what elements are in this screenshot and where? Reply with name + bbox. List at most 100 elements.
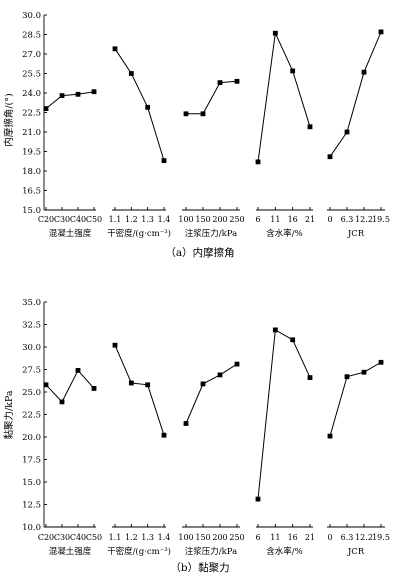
x-tick-label: 11	[270, 533, 280, 542]
data-point-marker	[59, 93, 65, 98]
x-tick-label: C50	[86, 215, 102, 224]
data-point-marker	[112, 342, 118, 348]
x-tick-label: 250	[229, 533, 244, 542]
y-tick-label: 19.5	[22, 148, 41, 158]
group-axis-title: 含水率/%	[266, 228, 302, 239]
data-point-marker	[255, 496, 261, 502]
x-tick-label: 100	[178, 215, 193, 224]
x-tick-label: 0	[327, 533, 332, 542]
group-axis-title: 注浆压力/kPa	[185, 228, 237, 239]
data-point-marker	[361, 69, 367, 75]
data-point-marker	[327, 154, 333, 160]
y-tick-label: 22.5	[22, 411, 41, 421]
y-axis-title: 黏聚力/kPa	[3, 390, 15, 439]
data-point-marker	[344, 374, 350, 380]
data-point-marker	[59, 399, 65, 405]
data-point-marker	[290, 68, 296, 74]
data-point-marker	[307, 124, 313, 130]
data-point-marker	[112, 46, 118, 52]
data-point-marker	[128, 71, 134, 76]
series-line	[186, 80, 238, 115]
series-line	[114, 48, 165, 161]
data-point-marker	[75, 91, 81, 97]
group-axis-title: JCR	[347, 229, 365, 239]
data-point-marker	[234, 78, 240, 84]
group-axis-title: JCR	[347, 547, 365, 557]
x-tick-label: 12.2	[355, 533, 373, 542]
x-tick-label: 6.3	[341, 215, 354, 224]
x-tick-label: 16	[288, 215, 298, 224]
x-tick-label: 11	[270, 215, 280, 224]
x-tick-label: 19.5	[372, 533, 390, 542]
data-point-marker	[183, 421, 189, 426]
y-tick-label: 30.0	[22, 11, 41, 21]
group-axis-title: 干密度/(g·cm⁻³)	[107, 228, 171, 239]
data-point-marker	[344, 129, 350, 135]
chart-caption: （b）黏聚力	[170, 561, 229, 574]
y-tick-label: 32.5	[22, 321, 41, 331]
x-tick-label: 1.1	[109, 533, 122, 542]
series-line	[114, 345, 165, 436]
data-point-marker	[91, 386, 97, 391]
chart-panel-friction-angle: 15.0 16.5 18.0 19.5 21.0 22.5 24.0 25.5 27.0 28.5…	[3, 11, 390, 259]
data-point-marker	[378, 359, 384, 365]
x-tick-label: 19.5	[372, 215, 390, 224]
data-point-marker	[255, 159, 261, 165]
data-point-marker	[145, 382, 151, 388]
data-point-marker	[200, 111, 206, 117]
y-tick-label: 18.0	[22, 167, 41, 177]
x-tick-label: 1.1	[109, 215, 122, 224]
chart-caption: （a）内摩擦角	[165, 246, 234, 259]
series-line	[329, 31, 382, 157]
y-tick-label: 27.0	[22, 50, 41, 60]
group-axis-title: 混凝土强度	[49, 546, 92, 557]
data-point-marker	[361, 369, 367, 375]
series-line	[45, 369, 95, 403]
x-tick-label: C40	[70, 215, 86, 224]
data-point-marker	[290, 337, 296, 343]
y-tick-label: 24.0	[22, 89, 41, 99]
x-tick-label: 21	[305, 533, 315, 542]
y-tick-label: 20.0	[22, 433, 41, 443]
y-tick-label: 12.5	[22, 501, 41, 511]
group-axis-title: 混凝土强度	[49, 228, 92, 239]
y-tick-label: 22.5	[22, 109, 41, 119]
chart-panel-cohesion: 10.0 12.5 15.0 17.5 20.0 22.5 25.0 27.5 30.0 32.5…	[3, 298, 390, 574]
x-tick-label: 200	[212, 533, 227, 542]
data-point-marker	[161, 432, 167, 438]
x-tick-label: 12.2	[355, 215, 373, 224]
x-tick-label: 6	[255, 215, 260, 224]
y-tick-label: 25.5	[22, 70, 41, 80]
x-tick-label: 16	[288, 533, 298, 542]
y-tick-label: 21.0	[22, 128, 41, 138]
data-point-marker	[272, 30, 278, 36]
series-line	[329, 361, 382, 437]
x-tick-label: 6.3	[341, 533, 354, 542]
x-tick-label: C50	[86, 533, 102, 542]
data-point-marker	[145, 104, 151, 110]
data-point-marker	[217, 372, 223, 378]
data-point-marker	[183, 111, 189, 117]
data-point-marker	[200, 381, 206, 387]
data-point-marker	[327, 433, 333, 439]
x-tick-label: 150	[195, 215, 210, 224]
x-tick-label: 21	[305, 215, 315, 224]
x-tick-label: C20	[38, 215, 54, 224]
data-point-marker	[307, 375, 313, 380]
x-tick-label: 0	[327, 215, 332, 224]
data-point-marker	[75, 368, 81, 373]
x-tick-label: 100	[178, 533, 193, 542]
x-tick-label: C30	[54, 215, 70, 224]
data-point-marker	[234, 361, 240, 367]
y-tick-label: 30.0	[22, 343, 41, 353]
x-tick-label: 200	[212, 215, 227, 224]
x-tick-label: 6	[255, 533, 260, 542]
data-point-marker	[217, 80, 223, 85]
data-point-marker	[378, 29, 384, 35]
series-line	[185, 363, 238, 424]
data-point-marker	[272, 327, 278, 333]
series-line	[257, 31, 311, 162]
data-point-marker	[128, 380, 134, 386]
x-tick-label: C40	[70, 533, 86, 542]
